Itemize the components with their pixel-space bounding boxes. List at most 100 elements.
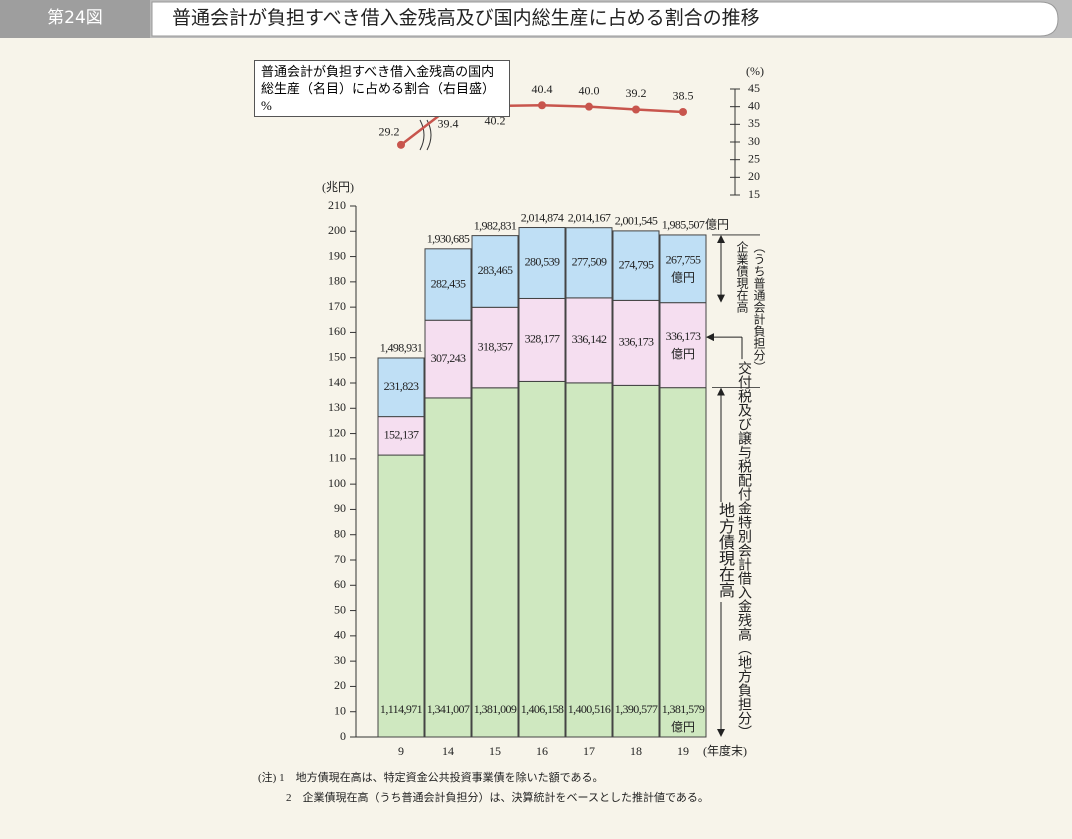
total-label: 1,982,831 [474,218,517,232]
y2-tick-label: 35 [748,116,760,130]
y-tick-label: 170 [328,299,346,313]
y-tick-label: 80 [334,526,346,540]
y-tick-label: 210 [328,198,346,212]
point-label: 39.4 [438,117,459,131]
segment-label: 280,539 [525,255,560,269]
bar-segment [424,397,472,738]
total-label: 1,985,507 [662,218,705,232]
segment-label: 152,137 [384,428,419,442]
segment-label: 336,173 [666,329,701,343]
segment-label: 1,381,579 [662,702,705,716]
total-label: 2,014,167 [568,210,611,224]
y-tick-label: 70 [334,552,346,566]
y2-tick-label: 15 [748,187,760,201]
y-tick-label: 110 [328,451,346,465]
bar-segment [565,227,613,299]
point [679,107,687,116]
unit-label: 億円 [671,347,695,361]
x-tick-label: 14 [442,744,454,758]
x-tick-label: 16 [536,744,548,758]
title-box [151,1,1059,37]
y-tick-label: 100 [328,476,346,490]
segment-label: 1,390,577 [615,702,658,716]
x-axis-label: (年度末) [703,743,747,758]
figure-number: 第24図 [47,8,103,28]
bar-segment [612,230,660,301]
y-tick-label: 190 [328,248,346,262]
y-tick-label: 90 [334,501,346,515]
segment-label: 1,341,007 [427,702,470,716]
y2-tick-label: 25 [748,151,760,165]
y-tick-label: 120 [328,425,346,439]
y2-tick-label: 45 [748,81,760,95]
bar-segment [659,387,707,738]
total-label: 1,498,931 [380,341,423,355]
point-label: 29.2 [379,125,400,139]
y2-axis-label: (%) [746,64,764,78]
point [632,105,640,114]
x-tick-label: 9 [398,744,404,758]
bar-segment [612,299,660,386]
segment-label: 328,177 [525,332,560,346]
bar-segment [518,380,566,738]
series-label: 交付税及び譲与税配付金特別会計借入金残高（地方負担分） [736,361,751,740]
point-label: 40.0 [579,83,600,97]
y-tick-label: 60 [334,577,346,591]
x-tick-label: 18 [630,744,642,758]
y-tick-label: 30 [334,653,346,667]
note: (注) 1 地方債現在高は、特定資金公共投資事業債を除いた額である。 [258,772,604,784]
bar-segment [565,297,613,384]
series-label: 地方債現在高 [712,502,736,603]
segment-label: 1,406,158 [521,702,564,716]
bar-segment [471,306,519,389]
x-tick-label: 17 [583,744,595,758]
point-label: 40.2 [485,114,506,128]
bar-segment [471,387,519,738]
bar-segment [471,235,519,308]
note: 2 企業債現在高（うち普通会計負担分）は、決算統計をベースとした推計値である。 [286,792,709,804]
segment-label: 1,114,971 [380,702,423,716]
y-tick-label: 140 [328,375,346,389]
point [538,101,546,110]
y-tick-label: 150 [328,349,346,363]
bar-segment [565,382,613,738]
unit-label: 億円 [705,218,729,232]
x-tick-label: 19 [677,744,689,758]
bar-segment [659,302,707,389]
segment-label: 267,755 [666,253,701,267]
y2-tick-label: 40 [748,98,760,112]
y-tick-label: 160 [328,324,346,338]
point [585,102,593,111]
segment-label: 1,400,516 [568,702,611,716]
segment-label: 282,435 [431,276,466,290]
y-axis-label: (兆円) [322,180,354,194]
bar-segment [518,227,566,299]
y-tick-label: 180 [328,274,346,288]
point-label: 39.2 [626,86,647,100]
segment-label: 231,823 [384,379,419,393]
point-label: 38.5 [673,89,694,103]
bar-segment [518,297,566,382]
segment-label: 318,357 [478,339,513,353]
bar-segment [424,248,472,321]
point-label: 40.4 [532,82,553,96]
y-tick-label: 0 [340,729,346,743]
y2-tick-label: 20 [748,169,760,183]
bar-segment [659,234,707,304]
bar-segment [424,319,472,399]
point [397,140,405,149]
unit-label: 億円 [671,271,695,285]
bar-segment [377,454,425,738]
segment-label: 274,795 [619,257,654,271]
y-tick-label: 10 [334,703,346,717]
total-label: 1,930,685 [427,232,470,246]
x-tick-label: 15 [489,744,501,758]
figure-tab [0,0,150,38]
y-tick-label: 200 [328,223,346,237]
bar-segment [377,357,425,418]
bar-segment [377,416,425,456]
segment-label: 283,465 [478,263,513,277]
series-label: （うち普通会計負担分）企業債現在高 [735,240,766,367]
